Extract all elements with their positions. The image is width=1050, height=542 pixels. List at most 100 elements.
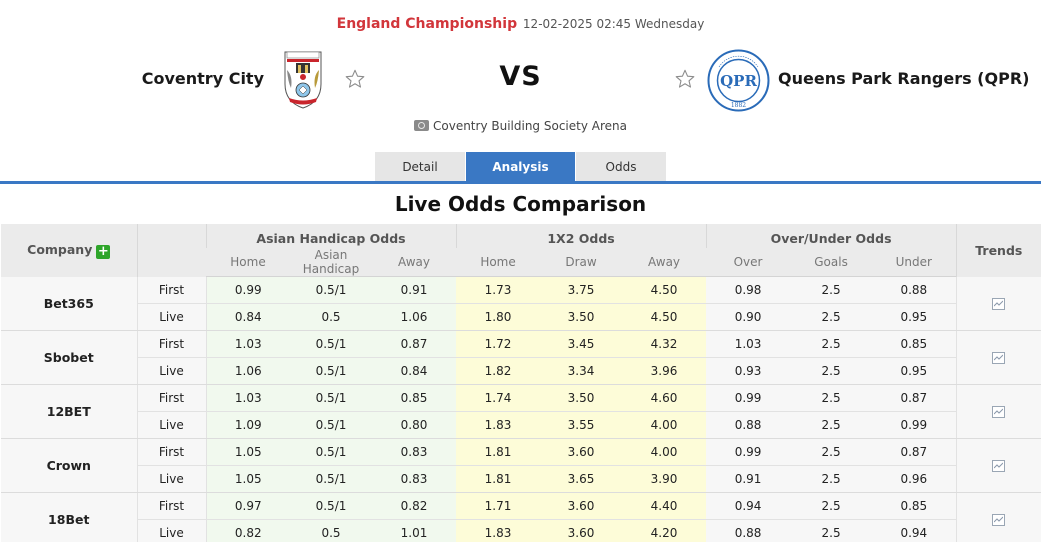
ou-over-odds: 0.98 [706, 276, 791, 304]
section-title: Live Odds Comparison [394, 192, 647, 216]
x12-away-header: Away [622, 248, 707, 277]
ah-line: 0.5/1 [290, 276, 372, 304]
odds-type: First [136, 492, 206, 520]
table-row-live: Live 1.09 0.5/1 0.80 1.83 3.55 4.00 0.88… [1, 411, 1041, 439]
ah-away-header: Away [372, 248, 457, 277]
x12-home-odds: 1.74 [456, 384, 541, 412]
trend-chart-icon[interactable] [992, 460, 1006, 472]
x12-draw-odds: 3.60 [540, 492, 623, 520]
x12-away-odds: 4.00 [622, 438, 707, 466]
x12-home-odds: 1.73 [456, 276, 541, 304]
company-header: Company + [1, 224, 137, 277]
trends-header: Trends [955, 224, 1042, 277]
ah-home-odds: 0.82 [205, 519, 290, 542]
ah-line: 0.5/1 [290, 357, 372, 385]
ou-over-odds: 0.91 [706, 465, 791, 493]
ah-line: 0.5/1 [290, 330, 372, 358]
favorite-away-star-icon[interactable] [674, 68, 696, 90]
ou-under-odds: 0.85 [872, 492, 957, 520]
trend-chart-icon[interactable] [992, 352, 1006, 364]
ou-goals: 2.5 [790, 384, 873, 412]
ou-goals: 2.5 [790, 411, 873, 439]
home-team-crest-icon[interactable] [279, 48, 327, 110]
trend-chart-icon[interactable] [992, 406, 1006, 418]
company-name[interactable]: Crown [1, 438, 137, 493]
x12-home-odds: 1.81 [456, 465, 541, 493]
company-name[interactable]: 12BET [1, 384, 137, 439]
ah-line: 0.5 [290, 303, 372, 331]
odds-type: Live [136, 519, 206, 542]
tab-odds[interactable]: Odds [576, 152, 667, 182]
table-row-first: 12BET First 1.03 0.5/1 0.85 1.74 3.50 4.… [1, 384, 1042, 439]
venue-name: Coventry Building Society Arena [433, 119, 627, 133]
ou-goals-header: Goals [790, 248, 873, 277]
x12-draw-odds: 3.60 [540, 519, 623, 542]
type-header [136, 224, 206, 277]
trend-cell [955, 276, 1042, 331]
odds-type: Live [136, 411, 206, 439]
ah-home-odds: 0.84 [205, 303, 290, 331]
ou-over-odds: 0.94 [706, 492, 791, 520]
x12-home-odds: 1.83 [456, 519, 541, 542]
ou-under-header: Under [872, 248, 957, 277]
trend-chart-icon[interactable] [992, 514, 1006, 526]
x12-draw-header: Draw [540, 248, 623, 277]
table-row-first: 18Bet First 0.97 0.5/1 0.82 1.71 3.60 4.… [1, 492, 1042, 542]
home-team-name[interactable]: Coventry City [141, 69, 264, 88]
away-team-crest-icon[interactable]: QPR 1882 [707, 49, 770, 112]
favorite-home-star-icon[interactable] [344, 68, 366, 90]
x12-away-odds: 4.00 [622, 411, 707, 439]
ou-under-odds: 0.94 [872, 519, 957, 542]
trend-chart-icon[interactable] [992, 297, 1006, 310]
trend-cell [955, 438, 1042, 493]
ah-home-odds: 1.06 [205, 357, 290, 385]
ah-away-odds: 0.91 [372, 276, 457, 304]
odds-type: First [136, 276, 206, 304]
add-company-plus-icon[interactable]: + [96, 243, 111, 259]
ou-goals: 2.5 [790, 303, 873, 331]
tab-detail[interactable]: Detail [375, 152, 466, 182]
ou-under-odds: 0.99 [872, 411, 957, 439]
ou-under-odds: 0.88 [872, 276, 957, 304]
stadium-icon [414, 120, 429, 131]
ah-line: 0.5/1 [290, 465, 372, 493]
ah-away-odds: 1.01 [372, 519, 457, 542]
company-name[interactable]: Sbobet [1, 330, 137, 385]
ou-goals: 2.5 [790, 492, 873, 520]
match-datetime: 12-02-2025 02:45 Wednesday [522, 17, 705, 31]
ou-over-odds: 0.93 [706, 357, 791, 385]
company-name[interactable]: 18Bet [1, 492, 137, 542]
tab-underline [0, 181, 1041, 184]
ah-away-odds: 0.85 [372, 384, 457, 412]
table-row-live: Live 0.84 0.5 1.06 1.80 3.50 4.50 0.90 2… [1, 303, 1041, 331]
x12-draw-odds: 3.34 [540, 357, 623, 385]
ou-over-odds: 0.88 [706, 411, 791, 439]
ou-under-odds: 0.96 [872, 465, 957, 493]
ah-line: 0.5 [290, 519, 372, 542]
ah-home-odds: 0.99 [205, 276, 290, 304]
ou-under-odds: 0.87 [872, 438, 957, 466]
ou-over-odds: 0.88 [706, 519, 791, 542]
ah-line: 0.5/1 [290, 438, 372, 466]
x12-away-odds: 4.50 [622, 276, 707, 304]
x12-away-odds: 3.96 [622, 357, 707, 385]
svg-text:QPR: QPR [720, 72, 757, 90]
ou-goals: 2.5 [790, 465, 873, 493]
x12-home-odds: 1.81 [456, 438, 541, 466]
asian-handicap-header: Asian Handicap Odds [205, 224, 457, 248]
tab-analysis[interactable]: Analysis [466, 152, 576, 182]
odds-comparison-table: Company + Asian Handicap Odds 1X2 Odds Ov… [1, 224, 1042, 542]
odds-type: Live [136, 303, 206, 331]
ah-line: 0.5/1 [290, 411, 372, 439]
x12-home-odds: 1.72 [456, 330, 541, 358]
ou-over-odds: 0.99 [706, 384, 791, 412]
company-name[interactable]: Bet365 [1, 276, 137, 331]
x12-home-odds: 1.83 [456, 411, 541, 439]
away-team-name[interactable]: Queens Park Rangers (QPR) [778, 69, 1030, 88]
1x2-header: 1X2 Odds [455, 224, 707, 248]
league-link[interactable]: England Championship [336, 16, 518, 32]
venue: Coventry Building Society Arena [0, 119, 1041, 133]
table-row-first: Sbobet First 1.03 0.5/1 0.87 1.72 3.45 4… [1, 330, 1042, 385]
ou-over-odds: 0.90 [706, 303, 791, 331]
